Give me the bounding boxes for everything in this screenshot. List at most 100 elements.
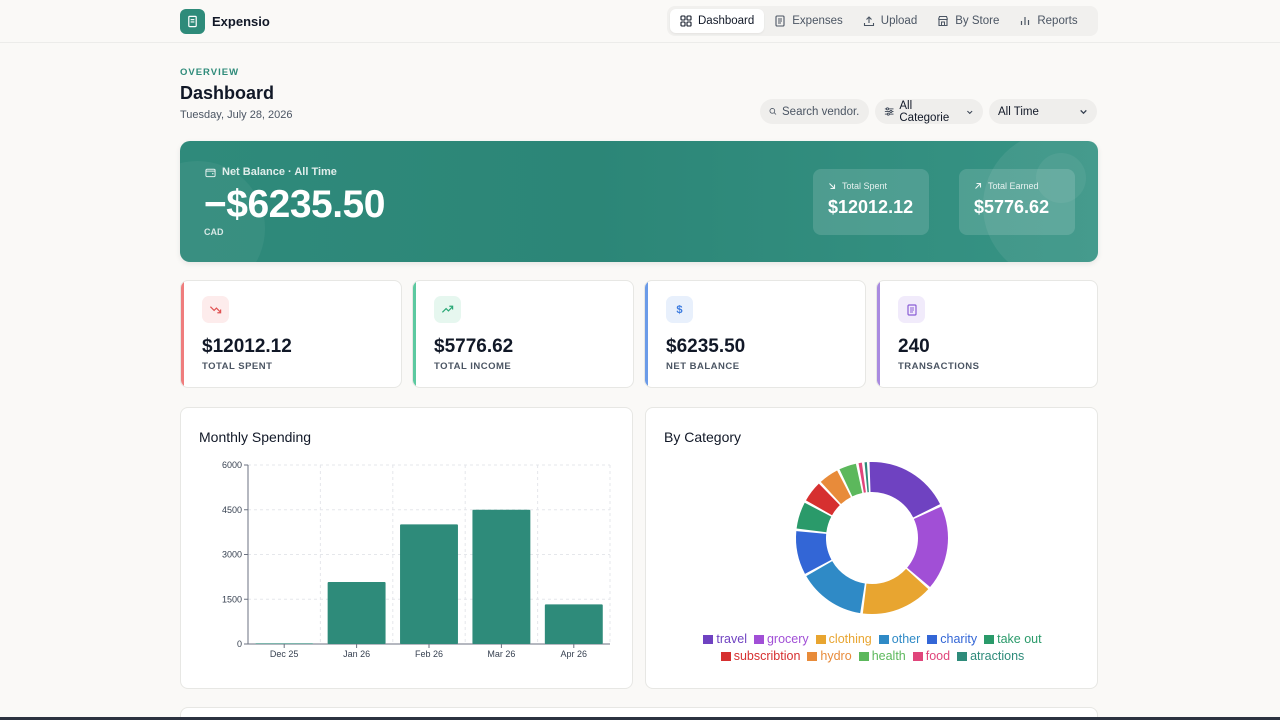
top-nav-bar: Expensio Dashboard Expenses Upload By St… — [0, 0, 1280, 43]
legend-item[interactable]: clothing — [815, 632, 872, 646]
category-legend: travel grocery clothing other charity take ou… — [646, 632, 1099, 663]
category-filter[interactable]: All Categorie — [875, 99, 983, 124]
panel-title: Monthly Spending — [199, 429, 312, 445]
legend-label: other — [891, 632, 921, 646]
legend-label: grocery — [766, 632, 809, 646]
legend-item[interactable]: charity — [927, 632, 977, 646]
monthly-spending-panel: Monthly Spending 0 1500 3000 4500 6000 Dec 25… — [180, 407, 633, 689]
grid-icon — [680, 15, 692, 27]
wallet-icon — [205, 168, 216, 177]
nav-item-expenses[interactable]: Expenses — [764, 9, 853, 33]
category-donut-chart — [796, 462, 948, 614]
total-spent-mini-card: Total Spent $12012.12 — [813, 169, 929, 235]
legend-label: take out — [997, 632, 1042, 646]
bar — [327, 581, 386, 644]
legend-label: charity — [940, 632, 978, 646]
accent-bar — [413, 281, 416, 387]
nav-label: Upload — [880, 15, 918, 27]
bar — [472, 509, 531, 644]
x-tick-label: Dec 25 — [270, 649, 299, 659]
y-tick-label: 6000 — [222, 460, 242, 470]
legend-item[interactable]: food — [912, 649, 951, 663]
x-tick-label: Mar 26 — [487, 649, 515, 659]
legend-swatch — [720, 651, 731, 661]
legend-item[interactable]: hydro — [807, 649, 852, 663]
stat-value: 240 — [898, 336, 930, 357]
legend-item[interactable]: subscribtion — [720, 649, 801, 663]
nav-label: Reports — [1037, 15, 1078, 27]
app-name: Expensio — [212, 14, 270, 29]
total-earned-mini-card: Total Earned $5776.62 — [959, 169, 1075, 235]
page-eyebrow: OVERVIEW — [180, 67, 240, 78]
legend-item[interactable]: travel — [703, 632, 747, 646]
arrow-down-right-icon — [829, 183, 836, 190]
nav-item-reports[interactable]: Reports — [1009, 9, 1087, 33]
legend-item[interactable]: grocery — [753, 632, 809, 646]
chevron-down-icon — [967, 110, 973, 114]
nav-item-by-store[interactable]: By Store — [927, 9, 1009, 33]
page-title: Dashboard — [180, 83, 275, 103]
stat-label: NET BALANCE — [666, 361, 740, 372]
donut-slice-clothing — [862, 568, 929, 614]
legend-label: health — [871, 649, 906, 663]
y-tick-label: 0 — [237, 639, 242, 649]
donut-slice-health — [839, 463, 863, 497]
legend-label: travel — [716, 632, 747, 646]
monthly-spending-chart: 0 1500 3000 4500 6000 Dec 25 Jan 26 Feb 26 Mar 2… — [222, 460, 611, 659]
legend-item[interactable]: health — [858, 649, 906, 663]
nav-item-dashboard[interactable]: Dashboard — [670, 9, 765, 33]
filter-icon — [884, 107, 894, 116]
total-earned-label: Total Earned — [988, 181, 1039, 191]
accent-bar — [181, 281, 184, 387]
accent-bar — [877, 281, 880, 387]
bar — [544, 604, 603, 644]
stat-label: TRANSACTIONS — [898, 361, 980, 372]
legend-item[interactable]: other — [878, 632, 921, 646]
legend-item[interactable]: take out — [984, 632, 1042, 646]
legend-swatch — [807, 651, 818, 661]
legend-swatch — [912, 651, 923, 661]
nav-label: Expenses — [792, 15, 843, 27]
donut-slice-food — [858, 462, 866, 493]
legend-label: hydro — [820, 649, 852, 663]
chevron-down-icon — [1080, 109, 1087, 115]
time-filter-value: All Time — [998, 105, 1039, 118]
nav-item-upload[interactable]: Upload — [853, 9, 927, 33]
filter-bar: All Categorie All Time — [760, 99, 1097, 124]
donut-slice-take-out — [796, 502, 832, 533]
legend-item[interactable]: atractions — [957, 649, 1024, 663]
legend-label: subscribtion — [733, 649, 801, 663]
search-box[interactable] — [760, 99, 869, 124]
legend-label: atractions — [970, 649, 1025, 663]
brand[interactable]: Expensio — [180, 9, 270, 34]
legend-label: food — [925, 649, 951, 663]
stat-card-total-spent: $12012.12 TOTAL SPENT — [180, 280, 402, 388]
time-filter[interactable]: All Time — [989, 99, 1097, 124]
legend-swatch — [815, 634, 826, 644]
stat-card-transactions: 240 TRANSACTIONS — [876, 280, 1098, 388]
decorative-circle — [983, 141, 1098, 262]
accent-bar — [645, 281, 648, 387]
donut-slice-travel — [869, 462, 941, 518]
x-tick-label: Apr 26 — [561, 649, 588, 659]
receipt-icon — [898, 296, 925, 323]
x-tick-label: Feb 26 — [415, 649, 443, 659]
y-tick-label: 3000 — [222, 550, 242, 560]
by-category-panel: By Category travel grocery clothing other ch… — [645, 407, 1098, 689]
bar-chart-icon — [1021, 17, 1030, 25]
search-input[interactable] — [782, 105, 860, 118]
page-date: Tuesday, July 28, 2026 — [180, 109, 293, 121]
dollar-icon: $ — [666, 296, 693, 323]
next-panel-edge — [180, 707, 1098, 720]
legend-label: clothing — [828, 632, 872, 646]
category-filter-value: All Categorie — [899, 99, 950, 124]
decorative-circle — [1036, 153, 1086, 203]
search-icon — [769, 108, 777, 115]
x-tick-label: Jan 26 — [343, 649, 370, 659]
stat-label: TOTAL SPENT — [202, 361, 273, 372]
legend-swatch — [858, 651, 869, 661]
stat-label: TOTAL INCOME — [434, 361, 512, 372]
bar — [400, 524, 458, 644]
bar — [255, 643, 314, 644]
donut-slice-other — [806, 561, 865, 614]
